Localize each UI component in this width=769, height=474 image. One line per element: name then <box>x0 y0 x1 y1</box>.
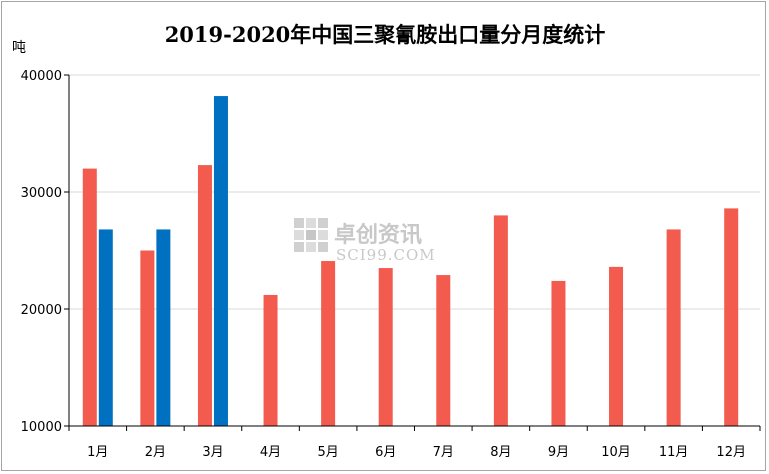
watermark-domain: SCI99.COM <box>336 246 436 264</box>
x-tick-label: 2月 <box>145 445 166 460</box>
x-tick-label: 3月 <box>202 445 223 460</box>
bar-series1-6 <box>378 268 393 426</box>
x-tick-label: 5月 <box>317 445 338 460</box>
x-tick-labels: 1月 2月 3月 4月 5月 6月 7月 8月 9月 10月 11月 12月 <box>87 445 746 460</box>
bar-series1-3 <box>197 165 212 426</box>
gridlines <box>64 74 760 427</box>
watermark-name: 卓创资讯 <box>334 223 422 248</box>
bar-series2-1 <box>98 229 113 426</box>
y-tick-labels: 10000 20000 30000 40000 <box>21 69 62 435</box>
x-tick-label: 10月 <box>601 445 631 460</box>
x-tick-label: 9月 <box>548 445 569 460</box>
bar-series1-4 <box>263 294 278 426</box>
bar-series1-11 <box>666 229 681 426</box>
bar-series1-9 <box>551 280 566 426</box>
x-tick-label: 1月 <box>87 445 108 460</box>
y-axis-label: 吨 <box>12 40 26 56</box>
bar-series2-2 <box>156 229 171 426</box>
watermark-logo-icon <box>294 218 328 252</box>
bar-series1-12 <box>724 208 739 426</box>
bar-series2-3 <box>213 96 228 426</box>
bar-series1-2 <box>140 250 155 426</box>
bar-series1-1 <box>82 168 97 426</box>
bar-series1-10 <box>609 266 624 426</box>
x-tick-label: 11月 <box>659 445 689 460</box>
x-tick-label: 7月 <box>433 445 454 460</box>
axes <box>68 75 761 431</box>
bar-series1-5 <box>321 261 336 426</box>
x-tick-label: 12月 <box>716 445 746 460</box>
y-tick-label: 30000 <box>21 186 62 201</box>
x-tick-label: 6月 <box>375 445 396 460</box>
y-tick-label: 40000 <box>21 69 62 84</box>
y-tick-label: 20000 <box>21 303 62 318</box>
x-tick-label: 4月 <box>260 445 281 460</box>
bars <box>82 96 739 426</box>
x-tick-label: 8月 <box>490 445 511 460</box>
y-tick-label: 10000 <box>21 420 62 435</box>
bar-series1-8 <box>493 215 508 426</box>
chart-title: 2019-2020年中国三聚氰胺出口量分月度统计 <box>165 22 606 47</box>
bar-series1-7 <box>436 275 451 426</box>
watermark: 卓创资讯 SCI99.COM <box>294 218 436 264</box>
